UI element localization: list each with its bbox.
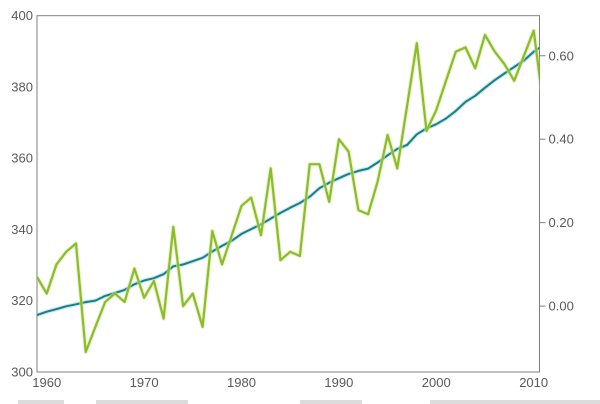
co2-concentration-ppm-line-halo bbox=[37, 45, 540, 318]
bottom-edge-artifact bbox=[430, 400, 600, 404]
right-y-tick-label: 0.60 bbox=[549, 48, 574, 63]
x-tick-label: 1960 bbox=[32, 375, 61, 390]
x-tick-label: 1990 bbox=[324, 375, 353, 390]
temperature-anomaly-c-line bbox=[37, 29, 540, 354]
left-y-tick-label: 340 bbox=[11, 222, 33, 237]
co2-concentration-ppm-line bbox=[37, 46, 540, 317]
right-y-tick-label: 0.00 bbox=[549, 299, 574, 314]
bottom-edge-artifact bbox=[96, 400, 188, 404]
right-y-tick-label: 0.20 bbox=[549, 215, 574, 230]
left-y-tick-label: 360 bbox=[11, 151, 33, 166]
x-tick-label: 2000 bbox=[422, 375, 451, 390]
left-y-tick-label: 300 bbox=[11, 365, 33, 380]
left-y-tick-label: 400 bbox=[11, 8, 33, 23]
left-y-tick-label: 380 bbox=[11, 79, 33, 94]
x-tick-label: 2010 bbox=[519, 375, 548, 390]
right-y-tick-label: 0.40 bbox=[549, 132, 574, 147]
bottom-edge-artifact bbox=[18, 400, 64, 404]
plot-border bbox=[36, 15, 540, 373]
x-tick-label: 1970 bbox=[130, 375, 159, 390]
temperature-anomaly-c-line-halo bbox=[37, 28, 540, 355]
bottom-edge-artifact bbox=[300, 400, 362, 404]
left-y-tick-label: 320 bbox=[11, 293, 33, 308]
x-tick-label: 1980 bbox=[227, 375, 256, 390]
